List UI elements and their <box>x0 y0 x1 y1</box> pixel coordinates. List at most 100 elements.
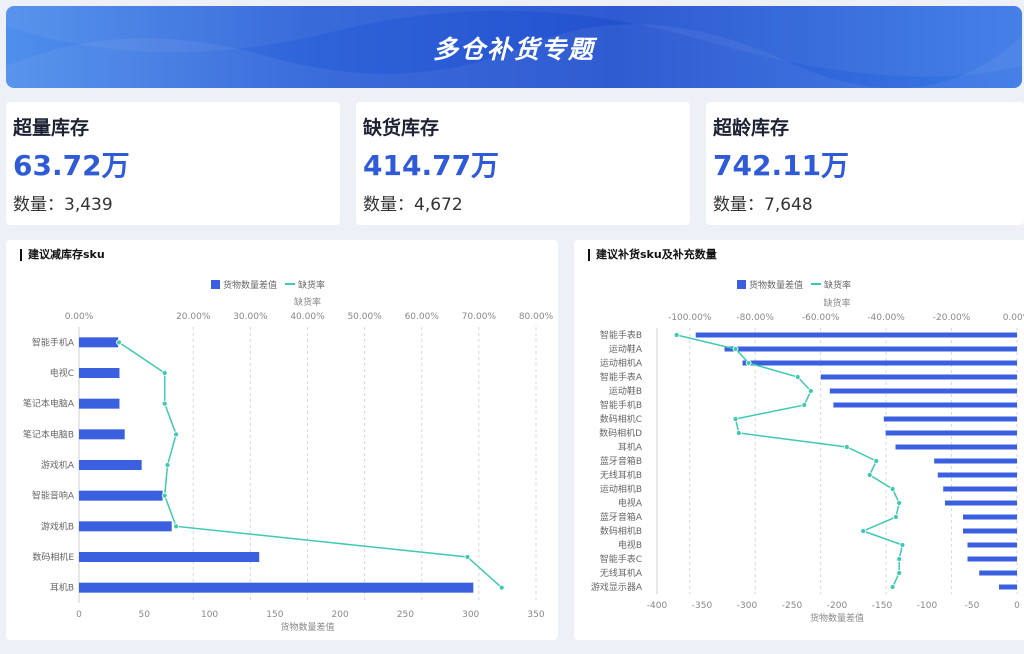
rate-point <box>860 528 867 534</box>
y-tick-label: 智能手机B <box>600 399 642 411</box>
kpi-title: 缺货库存 <box>363 117 440 139</box>
x2-tick-label: -40.00% <box>867 313 905 323</box>
bar <box>883 416 1017 422</box>
x2-tick-label: 30.00% <box>233 312 268 322</box>
x-tick-label: 200 <box>332 610 349 620</box>
y-tick-label: 游戏机A <box>41 459 75 471</box>
rate-point <box>732 416 739 422</box>
y-tick-label: 数码相机E <box>32 551 74 563</box>
bar-legend-icon <box>737 280 746 289</box>
x2-tick-label: -20.00% <box>933 313 971 323</box>
y-tick-label: 游戏机B <box>41 520 74 532</box>
y-tick-label: 智能手表C <box>600 553 642 565</box>
chart-legend[interactable]: 货物数量差值 缺货率 <box>737 278 851 291</box>
bar <box>79 460 142 470</box>
y-tick-label: 无线耳机A <box>600 567 643 579</box>
rate-point <box>116 339 122 346</box>
line-legend-icon <box>811 283 822 285</box>
y-tick-label: 耳机A <box>618 441 643 453</box>
bar-legend-icon <box>211 280 220 289</box>
x2-tick-label: 0.00% <box>65 312 94 322</box>
kpi-title: 超量库存 <box>13 117 90 139</box>
bar <box>695 332 1017 338</box>
bar <box>895 444 1017 450</box>
x2-tick-label: 40.00% <box>290 312 325 322</box>
reduce-stock-chart: 缺货率 0.00% 20.00% 30.00% 40.00% 50.00% 60.00% 70… <box>23 296 554 633</box>
rate-point <box>873 458 880 464</box>
x2-tick-label: 50.00% <box>347 312 382 322</box>
rate-point <box>896 556 903 562</box>
x2-axis-label: 缺货率 <box>294 296 321 308</box>
x-tick-label: -200 <box>827 601 848 611</box>
y-tick-label: 游戏显示器A <box>591 581 643 593</box>
y-tick-label: 蓝牙音箱A <box>600 511 643 523</box>
y-tick-label: 电视C <box>50 367 74 379</box>
kpi-card-aged: 超龄库存 742.11万 数量：7,648 <box>706 102 1024 225</box>
x-tick-label: -150 <box>872 601 893 611</box>
legend-bar-label: 货物数量差值 <box>223 281 278 291</box>
rate-point <box>896 570 903 576</box>
rate-point <box>745 360 752 366</box>
x-tick-label: -300 <box>737 601 758 611</box>
y-tick-label: 智能手表A <box>600 371 643 383</box>
bar <box>79 398 120 409</box>
x-axis-label: 货物数量差值 <box>280 621 334 633</box>
y-tick-label: 运动相机A <box>600 357 643 369</box>
bar <box>829 388 1017 394</box>
x-tick-label: -400 <box>647 601 668 611</box>
bar <box>79 490 163 501</box>
x-tick-label: 100 <box>201 610 218 620</box>
rate-point <box>161 400 168 407</box>
x-tick-label: -100 <box>917 601 938 611</box>
x-tick-label: 0 <box>76 610 82 620</box>
x-tick-label: -250 <box>782 601 803 611</box>
rate-line <box>118 341 503 589</box>
chart-legend[interactable]: 货物数量差值 缺货率 <box>211 278 325 291</box>
rate-point <box>173 523 180 530</box>
rate-point <box>498 584 505 591</box>
replenish-chart: 缺货率 -100.00% -80.00% -60.00% -40.00% -20.00% 0… <box>591 297 1024 624</box>
kpi-value: 742.11万 <box>713 149 850 182</box>
kpi-value: 63.72万 <box>13 149 130 182</box>
reduce-stock-panel: 建议减库存sku 货物数量差值 缺货率 缺货率 0.00% 20.00% 30.00% 4… <box>6 240 558 640</box>
y-tick-label: 笔记本电脑B <box>23 428 74 440</box>
y-tick-label: 无线耳机B <box>600 469 642 481</box>
y-tick-label: 运动鞋A <box>609 343 643 355</box>
y-tick-label: 笔记本电脑A <box>23 398 75 410</box>
x-tick-label: 50 <box>139 610 151 620</box>
bar <box>963 514 1017 520</box>
legend-line-label: 缺货率 <box>298 281 326 291</box>
x-tick-label: 350 <box>527 610 544 620</box>
kpi-value: 414.77万 <box>363 149 500 182</box>
bar <box>820 374 1017 380</box>
bar <box>963 528 1017 534</box>
y-tick-label: 智能音响A <box>32 490 75 502</box>
bar <box>937 472 1017 478</box>
y-tick-label: 智能手表B <box>600 329 642 341</box>
bar <box>979 570 1017 576</box>
rate-point <box>889 486 896 492</box>
rate-point <box>896 500 903 506</box>
x2-tick-label: -100.00% <box>668 313 712 323</box>
y-tick-label: 蓝牙音箱B <box>600 455 642 467</box>
y-tick-label: 数码相机C <box>600 413 642 425</box>
rate-point <box>899 542 906 548</box>
x2-tick-label: 80.00% <box>519 312 554 322</box>
rate-point <box>893 514 899 520</box>
legend-line-label: 缺货率 <box>824 281 852 291</box>
y-tick-label: 运动相机B <box>600 483 642 495</box>
bar <box>885 430 1017 436</box>
x-tick-label: 150 <box>266 610 283 620</box>
x2-tick-label: -80.00% <box>736 313 774 323</box>
y-tick-label: 智能手机A <box>32 336 75 348</box>
y-tick-label: 耳机B <box>50 582 74 594</box>
y-tick-label: 运动鞋B <box>609 385 642 397</box>
x-axis-label: 货物数量差值 <box>810 612 864 624</box>
rate-point <box>464 554 471 560</box>
bar <box>724 346 1017 352</box>
rate-point <box>801 402 808 408</box>
rate-point <box>161 492 168 499</box>
bar <box>79 337 119 348</box>
panel-title: 建议减库存sku <box>20 249 105 261</box>
x-tick-label: -50 <box>965 601 980 611</box>
